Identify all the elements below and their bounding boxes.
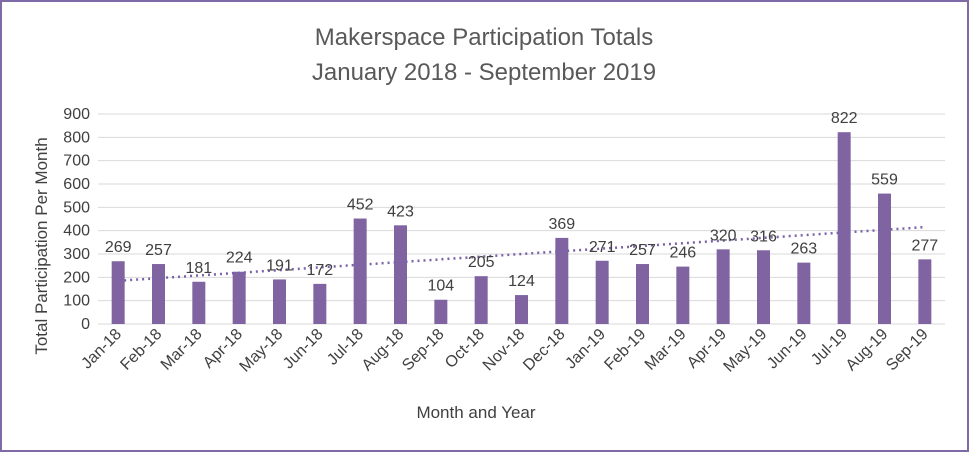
data-labels: 269 257 181 224 191 172 452 423 104 205 124 369 271 2…	[105, 110, 938, 295]
data-label: 181	[185, 260, 212, 277]
data-label: 277	[911, 237, 938, 254]
x-tick-label: Jun-19	[764, 326, 811, 373]
y-axis-title: Total Participation Per Month	[32, 137, 51, 354]
bar	[636, 264, 649, 324]
bar	[474, 276, 488, 324]
x-tick-label: Mar-19	[642, 326, 690, 374]
data-label: 172	[306, 262, 333, 279]
y-tick-label: 800	[63, 129, 90, 146]
bar	[434, 299, 448, 324]
bars	[111, 132, 932, 324]
chart-title-line-1: Makerspace Participation Totals	[315, 24, 653, 51]
bar	[192, 281, 206, 324]
data-label: 369	[548, 216, 575, 233]
data-label: 452	[347, 197, 374, 214]
bar	[555, 237, 569, 324]
data-label: 191	[266, 257, 293, 274]
x-tick-label: Sep-18	[399, 326, 448, 375]
bar	[111, 261, 125, 324]
x-tick-label: Nov-18	[480, 326, 529, 375]
bar	[273, 279, 286, 324]
bar	[152, 264, 165, 324]
chart-title-line-2: January 2018 - September 2019	[312, 59, 656, 86]
bar	[716, 249, 730, 324]
x-tick-label: Feb-19	[601, 326, 649, 374]
x-tick-label: May-18	[237, 326, 287, 376]
data-label: 124	[508, 273, 535, 290]
y-tick-label: 100	[63, 293, 90, 310]
bar	[837, 132, 851, 324]
y-tick-label: 900	[63, 106, 90, 123]
bar	[515, 295, 528, 324]
y-tick-label: 300	[63, 246, 90, 263]
bar	[757, 250, 770, 324]
data-label: 316	[750, 228, 777, 245]
bar	[918, 259, 932, 324]
data-label: 822	[831, 110, 858, 127]
y-tick-label: 500	[63, 199, 90, 216]
trendline-layer	[118, 225, 925, 283]
data-label: 263	[790, 241, 817, 258]
data-label: 205	[468, 254, 495, 271]
data-label: 257	[629, 242, 656, 259]
data-label: 320	[710, 227, 737, 244]
y-tick-label: 600	[63, 176, 90, 193]
data-label: 257	[145, 242, 172, 259]
x-tick-labels: Jan-18Feb-18Mar-18Apr-18May-18Jun-18Jul-…	[78, 326, 931, 376]
x-axis-title: Month and Year	[416, 403, 535, 422]
trendline	[118, 225, 925, 283]
bar	[797, 262, 811, 324]
bar	[595, 260, 609, 324]
bar	[232, 271, 246, 324]
data-label: 559	[871, 172, 898, 189]
bar	[313, 283, 327, 324]
y-tick-label: 0	[81, 316, 90, 333]
y-tick-label: 700	[63, 153, 90, 170]
x-tick-label: Aug-18	[359, 326, 408, 375]
x-tick-label: Mar-18	[158, 326, 206, 374]
x-tick-label: Feb-18	[117, 326, 165, 374]
bar	[878, 193, 891, 324]
x-tick-label: Dec-18	[520, 326, 569, 375]
data-label: 246	[669, 245, 696, 262]
y-tick-label: 400	[63, 223, 90, 240]
bar	[353, 218, 367, 324]
x-tick-label: Jan-19	[562, 326, 609, 373]
data-label: 104	[427, 278, 454, 295]
gridlines	[98, 113, 945, 325]
y-tick-labels: 0 100 200 300 400 500 600 700 800 900	[63, 106, 90, 333]
data-label: 224	[226, 250, 253, 267]
data-label: 271	[589, 239, 616, 256]
bar	[676, 266, 690, 324]
x-tick-label: Sep-19	[883, 326, 932, 375]
data-label: 269	[105, 239, 132, 256]
x-tick-label: Jun-18	[280, 326, 327, 373]
y-tick-label: 200	[63, 269, 90, 286]
x-tick-label: May-19	[721, 326, 771, 376]
data-label: 423	[387, 203, 414, 220]
bar	[394, 225, 407, 324]
x-tick-label: Aug-19	[843, 326, 892, 375]
